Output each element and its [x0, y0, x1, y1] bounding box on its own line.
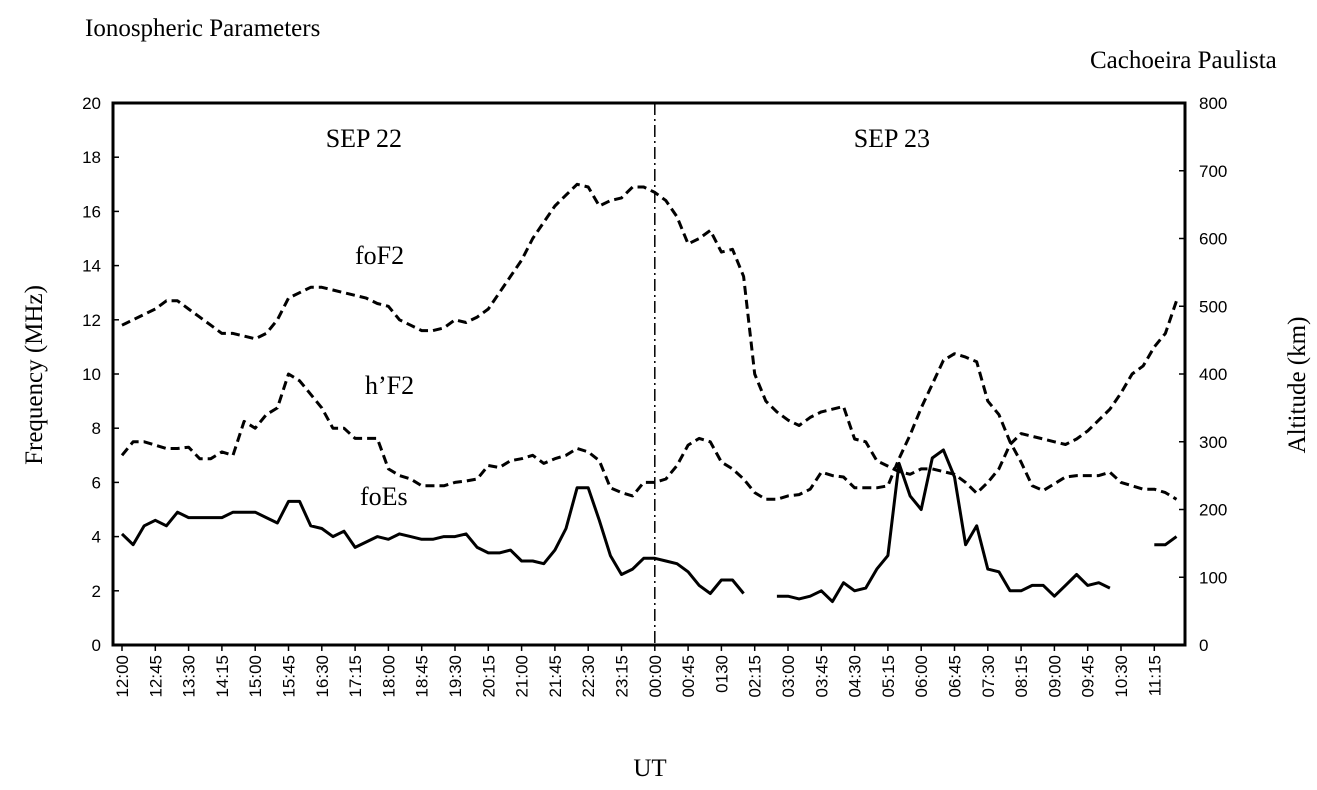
y2-tick-label: 100 — [1199, 568, 1227, 587]
x-tick-label: 05:15 — [879, 655, 898, 698]
plot-frame — [111, 101, 1187, 647]
x-tick-label: 15:00 — [246, 655, 265, 698]
y2-tick-label: 700 — [1199, 162, 1227, 181]
y-tick-label: 8 — [92, 419, 101, 438]
x-tick-label: 08:15 — [1012, 655, 1031, 698]
y-tick-label: 4 — [92, 528, 101, 547]
x-tick-label: 11:15 — [1145, 655, 1164, 696]
y2-tick-label: 400 — [1199, 365, 1227, 384]
series-label: foEs — [360, 482, 408, 511]
x-tick-label: 21:00 — [513, 655, 532, 698]
y2-axis-label: Altitude (km) — [1284, 317, 1311, 454]
x-tick-label: 18:45 — [413, 655, 432, 698]
x-tick-label: 09:45 — [1079, 655, 1098, 698]
x-tick-label: 16:30 — [313, 655, 332, 698]
y-tick-label: 10 — [82, 365, 101, 384]
y-tick-label: 20 — [82, 94, 101, 113]
x-tick-label: 0130 — [712, 655, 731, 693]
y2-tick-label: 600 — [1199, 230, 1227, 249]
x-axis-label: UT — [633, 755, 666, 782]
x-tick-label: 00:45 — [679, 655, 698, 698]
x-tick-label: 06:00 — [912, 655, 931, 698]
x-tick-label: 12:00 — [113, 655, 132, 698]
x-tick-label: 21:45 — [546, 655, 565, 698]
y2-tick-label: 200 — [1199, 501, 1227, 520]
x-tick-label: 03:00 — [779, 655, 798, 698]
y-axis-label: Frequency (MHz) — [21, 285, 48, 465]
y-tick-label: 0 — [92, 636, 101, 655]
y-tick-label: 14 — [82, 257, 101, 276]
series-label: h’F2 — [365, 371, 414, 400]
chart-subtitle: Cachoeira Paulista — [1090, 47, 1277, 74]
x-tick-label: 15:45 — [280, 655, 299, 698]
y2-tick-label: 300 — [1199, 433, 1227, 452]
x-tick-label: 12:45 — [146, 655, 165, 698]
y-tick-label: 6 — [92, 473, 101, 492]
chart-title: Ionospheric Parameters — [85, 15, 320, 42]
x-tick-label: 02:15 — [746, 655, 765, 698]
y2-tick-label: 500 — [1199, 297, 1227, 316]
y-tick-label: 12 — [82, 311, 101, 330]
x-tick-label: 04:30 — [846, 655, 865, 698]
x-tick-label: 23:15 — [613, 655, 632, 698]
annotation: SEP 22 — [326, 124, 402, 153]
y2-tick-label: 0 — [1199, 636, 1208, 655]
series-line — [120, 352, 1178, 501]
x-tick-label: 06:45 — [946, 655, 965, 698]
x-tick-label: 00:00 — [646, 655, 665, 698]
x-tick-label: 03:45 — [812, 655, 831, 698]
x-tick-label: 22:30 — [579, 655, 598, 698]
x-tick-label: 14:15 — [213, 655, 232, 698]
series-line — [120, 448, 1178, 604]
annotation: SEP 23 — [854, 124, 930, 153]
x-tick-label: 20:15 — [479, 655, 498, 698]
y2-tick-label: 800 — [1199, 94, 1227, 113]
x-tick-label: 18:00 — [379, 655, 398, 698]
series-line — [121, 182, 1178, 495]
y-tick-label: 16 — [82, 202, 101, 221]
x-tick-label: 09:00 — [1045, 655, 1064, 698]
x-tick-label: 07:30 — [979, 655, 998, 698]
x-tick-label: 17:15 — [346, 655, 365, 698]
y-tick-label: 2 — [92, 582, 101, 601]
x-tick-label: 19:30 — [446, 655, 465, 698]
x-tick-label: 13:30 — [180, 655, 199, 698]
x-tick-label: 10:30 — [1112, 655, 1131, 698]
series-label: foF2 — [355, 241, 404, 270]
y-tick-label: 18 — [82, 148, 101, 167]
